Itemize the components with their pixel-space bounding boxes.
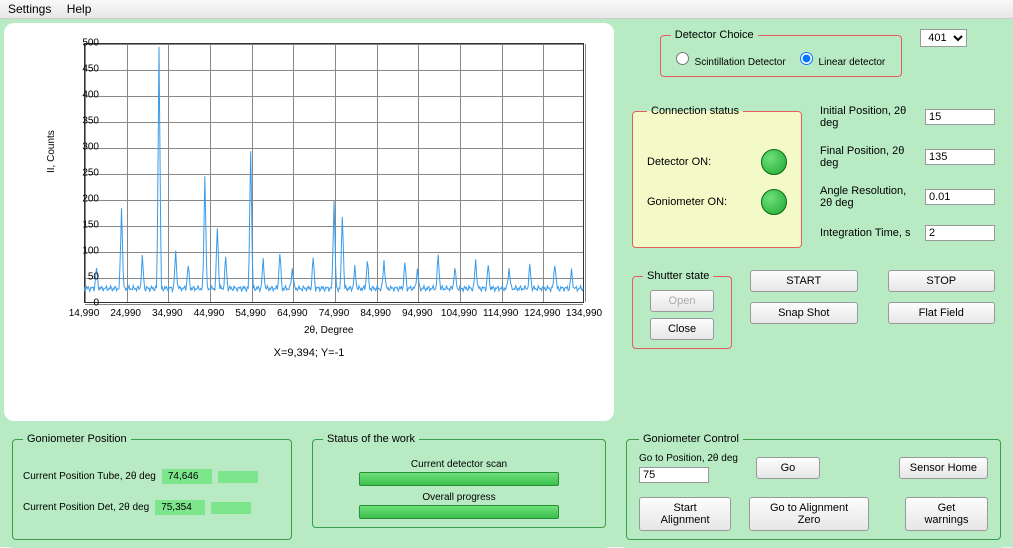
ytick: 350 <box>82 116 99 127</box>
sensor-home-button[interactable]: Sensor Home <box>899 457 988 479</box>
tube-pos-bar <box>218 471 258 483</box>
detector-on-label: Detector ON: <box>647 156 711 168</box>
xtick: 64,990 <box>277 308 308 319</box>
xtick: 44,990 <box>194 308 225 319</box>
ytick: 0 <box>93 298 99 309</box>
goniometer-position-group: Goniometer Position Current Position Tub… <box>12 433 292 540</box>
menu-bar: Settings Help <box>0 0 1013 19</box>
radio-scintillation[interactable]: Scintillation Detector <box>671 57 786 68</box>
int-time-input[interactable] <box>925 225 995 241</box>
detector-led <box>761 149 787 175</box>
coord-readout: X=9,394; Y=-1 <box>14 347 604 359</box>
stop-button[interactable]: STOP <box>888 270 996 292</box>
xtick: 34,990 <box>152 308 183 319</box>
xtick: 84,990 <box>360 308 391 319</box>
connection-legend: Connection status <box>647 105 743 117</box>
ytick: 400 <box>82 90 99 101</box>
goniometer-control-panel: Goniometer Control Go to Position, 2θ de… <box>618 425 1009 548</box>
shutter-group: Shutter state Open Close <box>632 270 732 349</box>
controls-panel: Detector Choice Scintillation Detector L… <box>618 23 1009 421</box>
ytick: 50 <box>88 272 99 283</box>
ytick: 500 <box>82 38 99 49</box>
tube-pos-value: 74,646 <box>162 469 212 484</box>
menu-settings[interactable]: Settings <box>8 2 51 16</box>
status-group: Status of the work Current detector scan… <box>312 433 606 528</box>
scan-progress-label: Current detector scan <box>323 459 595 470</box>
goni-pos-legend: Goniometer Position <box>23 433 131 445</box>
ytick: 250 <box>82 168 99 179</box>
flatfield-button[interactable]: Flat Field <box>888 302 996 324</box>
tube-pos-label: Current Position Tube, 2θ deg <box>23 471 156 482</box>
goniometer-control-group: Goniometer Control Go to Position, 2θ de… <box>626 433 1001 540</box>
initial-pos-label: Initial Position, 2θ deg <box>820 105 917 129</box>
chart-panel: II, Counts 2θ, Degree 0 50 100 150 200 250 300… <box>4 23 614 421</box>
spectrum-plot <box>84 43 584 303</box>
initial-pos-input[interactable] <box>925 109 995 125</box>
xtick: 54,990 <box>235 308 266 319</box>
xtick: 134,990 <box>566 308 602 319</box>
goto-alignment-zero-button[interactable]: Go to Alignment Zero <box>749 497 869 531</box>
get-warnings-button[interactable]: Get warnings <box>905 497 988 531</box>
menu-help[interactable]: Help <box>67 2 92 16</box>
ytick: 150 <box>82 220 99 231</box>
start-alignment-button[interactable]: Start Alignment <box>639 497 731 531</box>
go-button[interactable]: Go <box>756 457 820 479</box>
angle-res-input[interactable] <box>925 189 995 205</box>
xtick: 74,990 <box>319 308 350 319</box>
shutter-close-button[interactable]: Close <box>650 318 714 340</box>
shutter-legend: Shutter state <box>643 270 713 282</box>
detector-count-select[interactable]: 401 <box>920 29 967 47</box>
final-pos-label: Final Position, 2θ deg <box>820 145 917 169</box>
ytick: 100 <box>82 246 99 257</box>
detector-choice-group: Detector Choice Scintillation Detector L… <box>660 29 903 77</box>
goniometer-led <box>761 189 787 215</box>
final-pos-input[interactable] <box>925 149 995 165</box>
chart-ylabel: II, Counts <box>46 130 57 173</box>
overall-progress-label: Overall progress <box>323 492 595 503</box>
radio-linear[interactable]: Linear detector <box>795 57 886 68</box>
det-pos-bar <box>211 502 251 514</box>
snapshot-button[interactable]: Snap Shot <box>750 302 858 324</box>
bottom-left-panel: Goniometer Position Current Position Tub… <box>4 425 614 548</box>
goto-pos-input[interactable] <box>639 467 709 483</box>
xtick: 104,990 <box>441 308 477 319</box>
xtick: 14,990 <box>69 308 100 319</box>
goni-ctrl-legend: Goniometer Control <box>639 433 743 445</box>
detector-choice-legend: Detector Choice <box>671 29 758 41</box>
xtick: 24,990 <box>110 308 141 319</box>
start-button[interactable]: START <box>750 270 858 292</box>
connection-status-group: Connection status Detector ON: Goniomete… <box>632 105 802 248</box>
xtick: 124,990 <box>524 308 560 319</box>
goniometer-on-label: Goniometer ON: <box>647 196 727 208</box>
goto-pos-label: Go to Position, 2θ deg <box>639 453 738 464</box>
xtick: 94,990 <box>402 308 433 319</box>
int-time-label: Integration Time, s <box>820 227 911 239</box>
det-pos-label: Current Position Det, 2θ deg <box>23 502 149 513</box>
shutter-open-button[interactable]: Open <box>650 290 714 312</box>
status-legend: Status of the work <box>323 433 419 445</box>
ytick: 450 <box>82 64 99 75</box>
ytick: 200 <box>82 194 99 205</box>
det-pos-value: 75,354 <box>155 500 205 515</box>
overall-progress-bar <box>359 505 559 519</box>
angle-res-label: Angle Resolution, 2θ deg <box>820 185 917 209</box>
ytick: 300 <box>82 142 99 153</box>
scan-progress-bar <box>359 472 559 486</box>
xtick: 114,990 <box>483 308 518 319</box>
chart-xlabel: 2θ, Degree <box>304 325 353 336</box>
